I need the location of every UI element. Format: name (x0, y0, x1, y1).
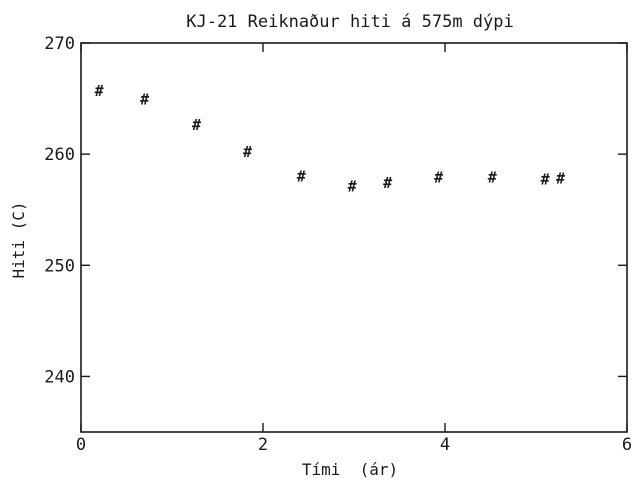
data-point: # (541, 171, 550, 189)
x-tick-label: 2 (258, 435, 268, 455)
y-axis: 240 250 260 270 (44, 34, 627, 387)
y-tick-label: 260 (44, 145, 75, 165)
x-axis-label: Tími (ár) (302, 460, 398, 479)
data-point: # (348, 177, 357, 195)
chart-title: KJ-21 Reiknaður hiti á 575m dýpi (186, 12, 514, 32)
y-tick-label: 240 (44, 367, 75, 387)
data-point: # (95, 82, 104, 100)
data-point: # (192, 116, 201, 134)
data-point: # (383, 174, 392, 192)
plot-frame (80, 42, 628, 433)
data-point: # (297, 167, 306, 185)
data-point: # (243, 143, 252, 161)
data-point: # (140, 91, 149, 109)
y-tick-label: 250 (44, 256, 75, 276)
x-tick-label: 4 (440, 435, 450, 455)
data-point: # (556, 170, 565, 188)
data-points: # # # # # # # # # # # (95, 82, 565, 196)
x-tick-label: 6 (622, 435, 632, 455)
data-point: # (488, 168, 497, 186)
x-tick-label: 0 (76, 435, 86, 455)
y-axis-label: Hiti (C) (9, 201, 28, 278)
y-tick-label: 270 (44, 34, 75, 54)
x-axis: 0 2 4 6 (76, 43, 632, 455)
data-point: # (434, 168, 443, 186)
